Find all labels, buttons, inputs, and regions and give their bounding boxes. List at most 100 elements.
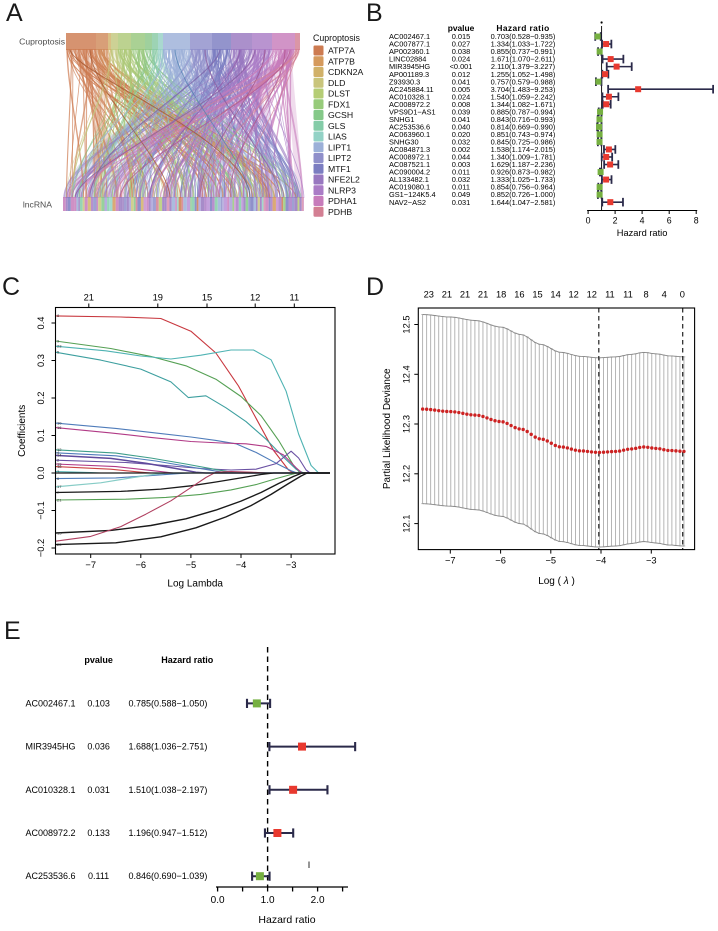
svg-text:0.926(0.873−0.982): 0.926(0.873−0.982) [491, 168, 556, 177]
svg-text:Z93930.3: Z93930.3 [389, 77, 420, 86]
svg-text:11: 11 [289, 293, 299, 303]
svg-text:0.044: 0.044 [452, 153, 471, 162]
svg-text:6: 6 [57, 476, 60, 481]
svg-text:−5: −5 [186, 560, 197, 570]
svg-text:0.041: 0.041 [452, 77, 471, 86]
svg-text:2.110(1.379−3.227): 2.110(1.379−3.227) [491, 62, 555, 71]
svg-text:1.688(1.036−2.751): 1.688(1.036−2.751) [129, 742, 208, 752]
svg-text:1.255(1.052−1.498): 1.255(1.052−1.498) [491, 70, 556, 79]
svg-text:0.012: 0.012 [452, 70, 471, 79]
svg-text:21: 21 [57, 497, 62, 502]
svg-text:0.814(0.669−0.990): 0.814(0.669−0.990) [491, 122, 556, 131]
svg-text:MIR3945HG: MIR3945HG [389, 62, 430, 71]
svg-text:11: 11 [605, 290, 615, 300]
svg-text:AC010328.1: AC010328.1 [26, 785, 76, 795]
svg-text:D: D [366, 273, 384, 301]
svg-text:0.032: 0.032 [452, 138, 471, 147]
svg-text:0.031: 0.031 [87, 785, 110, 795]
svg-text:0.002: 0.002 [452, 145, 471, 154]
svg-text:1.333(1.025−1.733): 1.333(1.025−1.733) [491, 175, 556, 184]
svg-text:−0.2: −0.2 [36, 539, 46, 557]
svg-text:15: 15 [202, 293, 212, 303]
svg-text:Hazard ratio: Hazard ratio [258, 914, 315, 926]
svg-text:0: 0 [586, 216, 591, 226]
svg-text:7: 7 [57, 490, 60, 495]
svg-text:0.757(0.579−0.988): 0.757(0.579−0.988) [491, 77, 556, 86]
svg-text:12.1: 12.1 [401, 515, 411, 533]
svg-text:SNHG30: SNHG30 [389, 138, 419, 147]
svg-text:12.2: 12.2 [401, 465, 411, 483]
svg-text:14: 14 [57, 453, 62, 458]
svg-text:0.005: 0.005 [452, 85, 471, 94]
svg-text:GLS: GLS [328, 121, 346, 131]
svg-text:AL133482.1: AL133482.1 [389, 175, 429, 184]
svg-text:0.040: 0.040 [452, 122, 471, 131]
svg-text:0.015: 0.015 [452, 32, 471, 41]
svg-text:0.0: 0.0 [211, 895, 225, 906]
svg-text:Log ( λ ): Log ( λ ) [538, 576, 575, 587]
svg-text:ATP7B: ATP7B [328, 56, 355, 66]
svg-text:6: 6 [667, 216, 672, 226]
svg-text:−7: −7 [445, 556, 456, 566]
svg-text:Hazard ratio: Hazard ratio [161, 655, 214, 665]
svg-text:−0.1: −0.1 [36, 501, 46, 519]
svg-text:GS1−124K5.4: GS1−124K5.4 [389, 190, 436, 199]
svg-text:9: 9 [57, 338, 60, 343]
svg-text:−5: −5 [545, 556, 556, 566]
svg-text:0.049: 0.049 [452, 190, 471, 199]
svg-text:0.703(0.528−0.935): 0.703(0.528−0.935) [491, 32, 556, 41]
svg-text:Log Lambda: Log Lambda [167, 579, 223, 590]
svg-text:20: 20 [57, 542, 62, 547]
svg-text:17: 17 [57, 484, 62, 489]
svg-text:lncRNA: lncRNA [23, 200, 52, 210]
svg-text:18: 18 [57, 464, 62, 469]
svg-text:0.854(0.756−0.964): 0.854(0.756−0.964) [491, 183, 556, 192]
svg-text:1.344(1.082−1.671): 1.344(1.082−1.671) [491, 100, 556, 109]
svg-text:0.003: 0.003 [452, 160, 471, 169]
svg-text:LIAS: LIAS [328, 132, 347, 142]
svg-text:5: 5 [57, 350, 60, 355]
svg-text:MTF1: MTF1 [328, 164, 351, 174]
svg-text:12: 12 [569, 290, 579, 300]
svg-text:4: 4 [662, 290, 667, 300]
svg-text:12.4: 12.4 [401, 365, 411, 383]
svg-text:−6: −6 [135, 560, 146, 570]
svg-text:PDHA1: PDHA1 [328, 196, 357, 206]
svg-text:1.334(1.033−1.722): 1.334(1.033−1.722) [491, 40, 556, 49]
svg-text:0.846(0.690−1.039): 0.846(0.690−1.039) [129, 871, 208, 881]
svg-text:0.852(0.726−1.000): 0.852(0.726−1.000) [491, 190, 556, 199]
svg-text:2: 2 [57, 458, 60, 463]
svg-text:AC010328.1: AC010328.1 [389, 92, 430, 101]
svg-text:0: 0 [680, 290, 685, 300]
svg-text:PDHB: PDHB [328, 207, 352, 217]
svg-text:−3: −3 [286, 560, 297, 570]
svg-text:21: 21 [84, 293, 94, 303]
svg-text:15: 15 [532, 290, 542, 300]
svg-text:4: 4 [640, 216, 645, 226]
svg-text:3: 3 [57, 469, 60, 474]
svg-text:0.111: 0.111 [88, 871, 109, 881]
svg-text:18: 18 [496, 290, 506, 300]
svg-text:SNHG1: SNHG1 [389, 115, 414, 124]
svg-text:1.0: 1.0 [261, 895, 275, 906]
svg-text:14: 14 [550, 290, 560, 300]
svg-text:0.1: 0.1 [36, 429, 46, 442]
svg-text:Cuproptosis: Cuproptosis [19, 37, 65, 47]
svg-text:AC008972.2: AC008972.2 [26, 828, 76, 838]
svg-text:AC090004.2: AC090004.2 [389, 168, 430, 177]
svg-text:I: I [308, 860, 311, 870]
svg-text:0.3: 0.3 [36, 354, 46, 367]
svg-text:0.038: 0.038 [452, 47, 471, 56]
svg-text:NFE2L2: NFE2L2 [328, 175, 360, 185]
svg-text:3.704(1.483−9.253): 3.704(1.483−9.253) [491, 85, 556, 94]
svg-text:C: C [2, 273, 20, 301]
svg-text:0.843(0.716−0.993): 0.843(0.716−0.993) [491, 115, 556, 124]
svg-text:0.785(0.588−1.050): 0.785(0.588−1.050) [129, 698, 208, 708]
svg-text:FDX1: FDX1 [328, 99, 350, 109]
svg-text:LIPT2: LIPT2 [328, 153, 351, 163]
svg-text:11: 11 [623, 290, 633, 300]
svg-text:−3: −3 [646, 556, 657, 566]
svg-text:AP001189.3: AP001189.3 [389, 70, 429, 79]
svg-text:AC253536.6: AC253536.6 [26, 871, 76, 881]
svg-text:21: 21 [442, 290, 452, 300]
